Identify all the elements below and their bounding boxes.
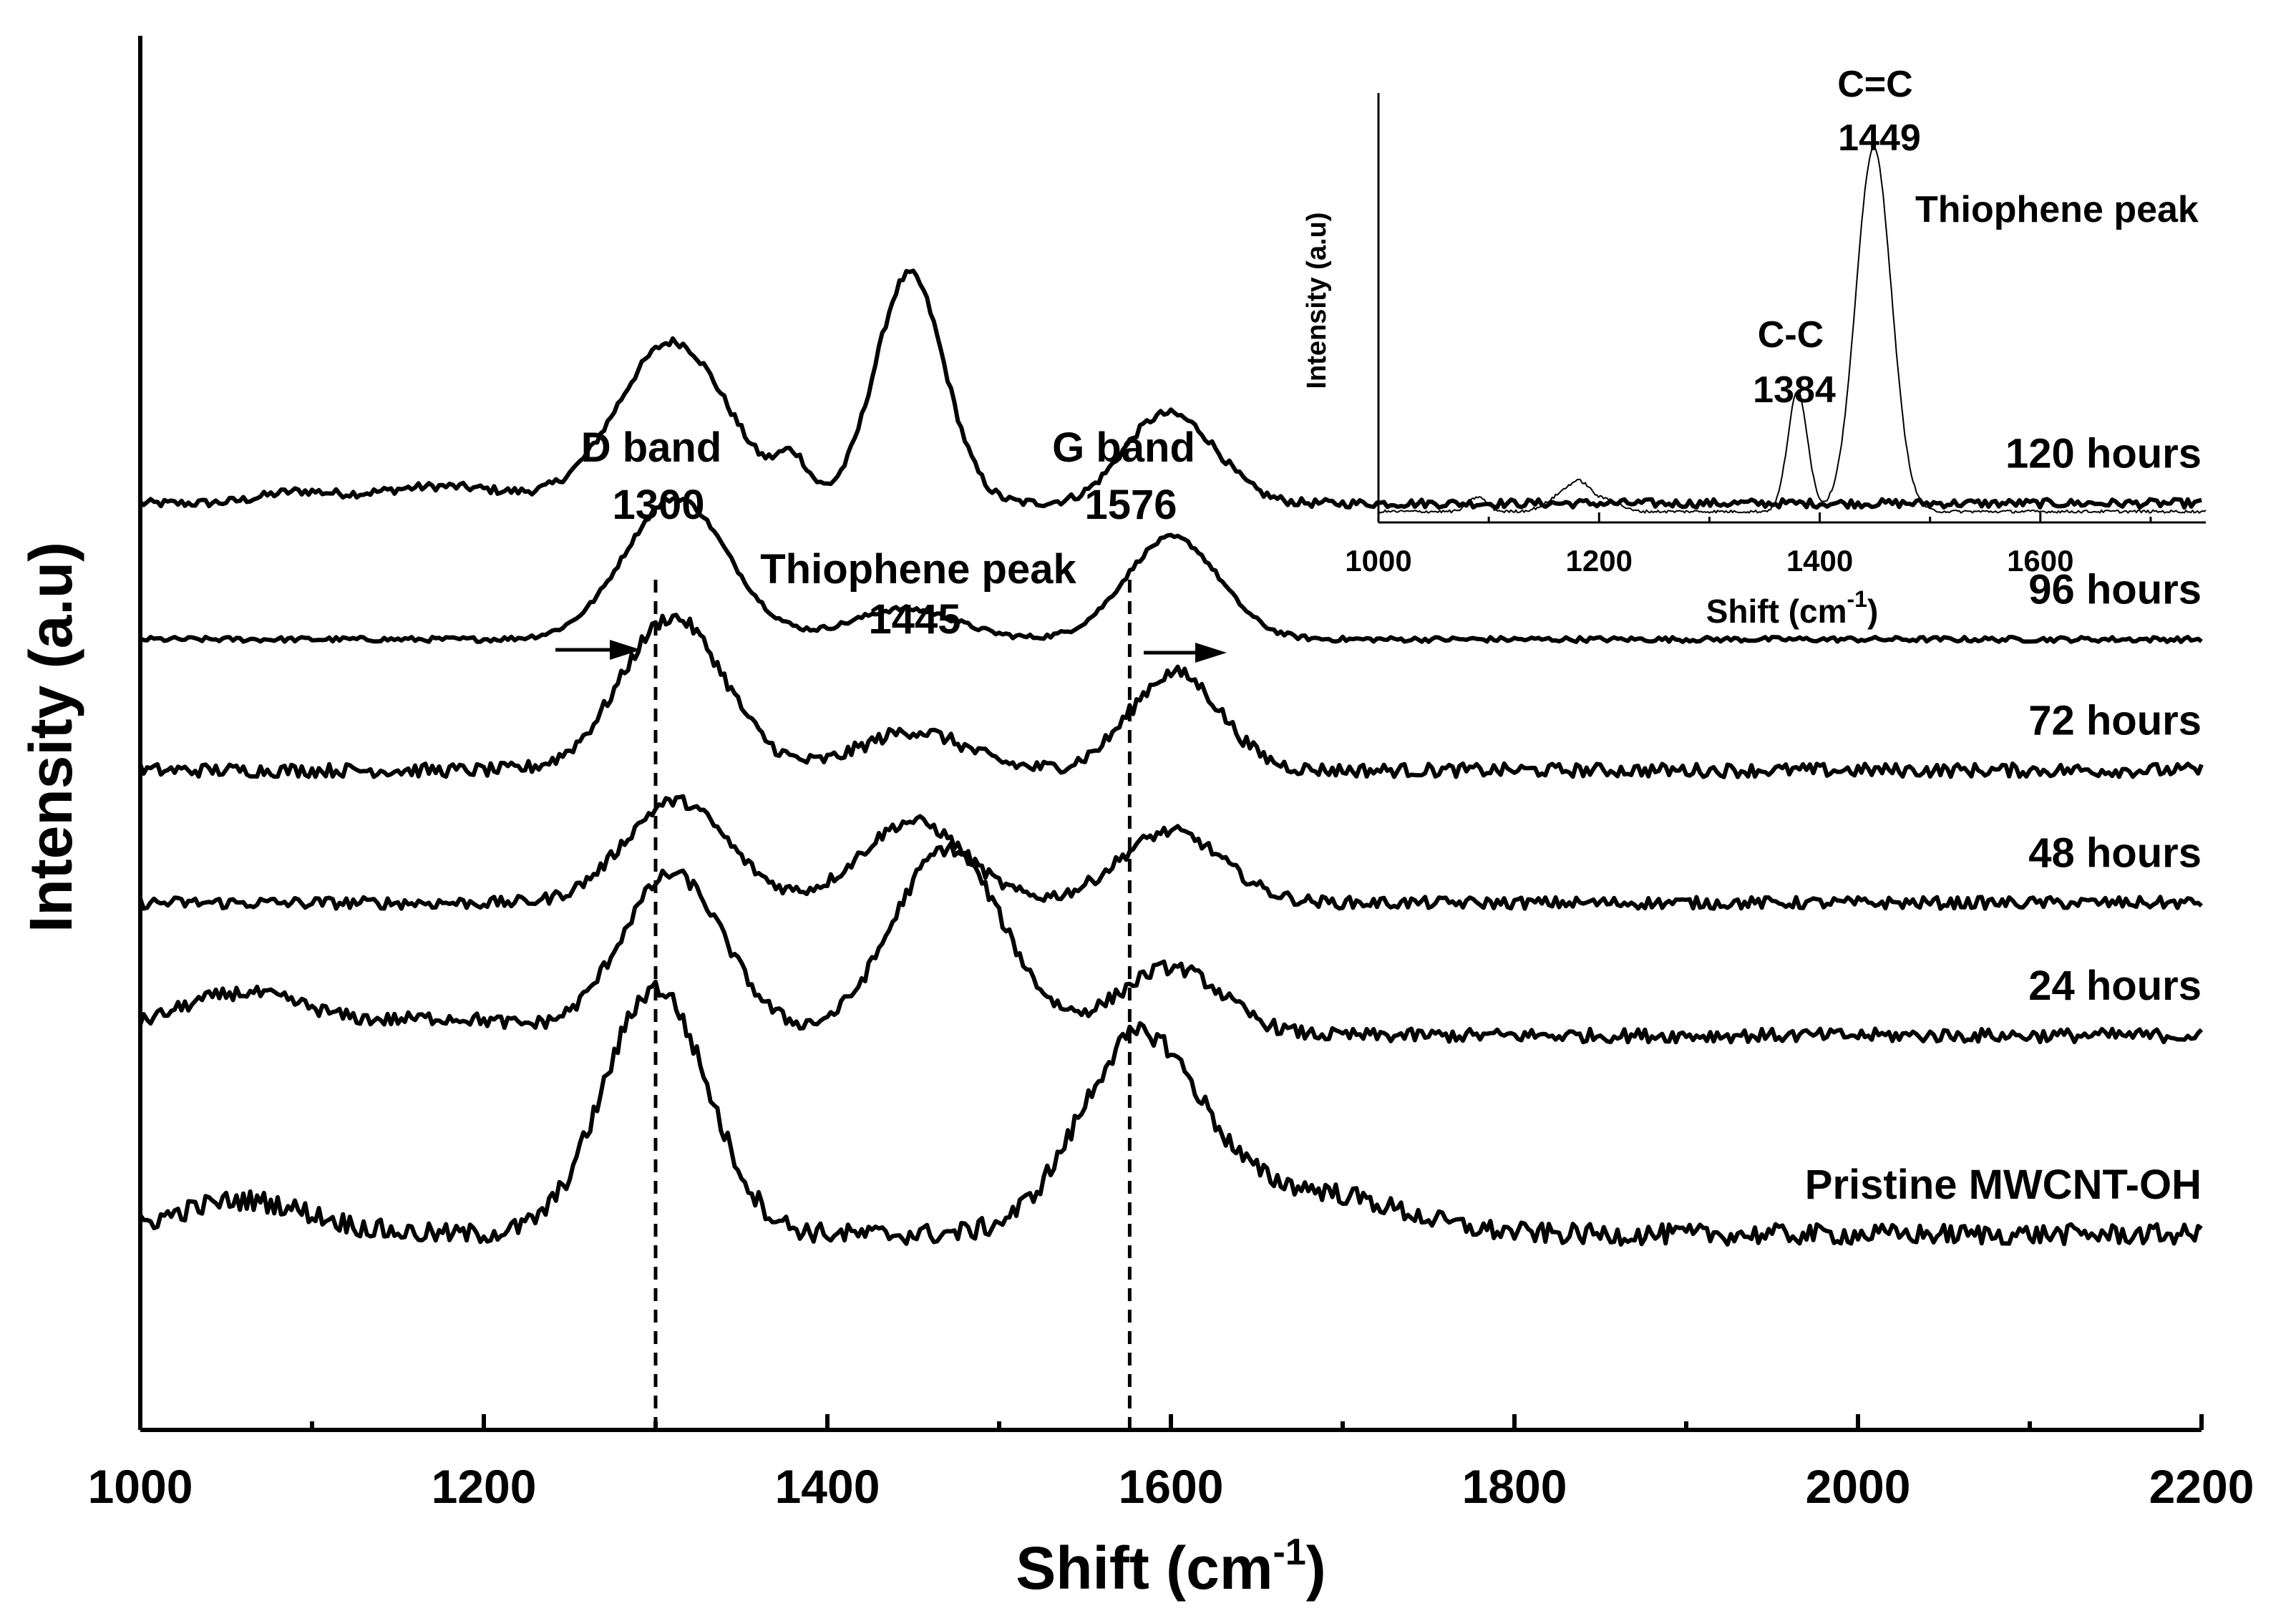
g-band-arrow xyxy=(1144,643,1227,663)
series-label: Pristine MWCNT-OH xyxy=(1805,1162,2202,1208)
g-band-label: G band xyxy=(1052,424,1195,471)
series-line-4 xyxy=(138,841,2204,1045)
series-labels: 120 hours 96 hours 72 hours 48 hours 24 hour… xyxy=(1805,430,2202,1208)
series-label: 48 hours xyxy=(2028,830,2202,877)
x-tick-label: 1200 xyxy=(432,1460,537,1513)
series-line-1 xyxy=(139,495,2203,644)
x-tick-label: 1600 xyxy=(1119,1460,1224,1513)
d-band-annotation: D band 1300 xyxy=(581,424,722,528)
series-label: 72 hours xyxy=(2028,697,2202,744)
series-label: 96 hours xyxy=(2028,566,2202,613)
thiophene-annotation: Thiophene peak 1445 xyxy=(760,546,1076,643)
inset-y-axis-title: Intensity (a.u) xyxy=(1302,212,1332,389)
x-tick-label: 2000 xyxy=(1806,1460,1911,1513)
g-band-annotation: G band 1576 xyxy=(1052,424,1195,528)
d-band-arrow xyxy=(555,640,641,660)
x-tick-label: 1000 xyxy=(88,1460,193,1513)
series-line-5 xyxy=(138,979,2203,1247)
inset-cc-double-value: 1449 xyxy=(1838,117,1921,159)
x-tick-label: 1800 xyxy=(1462,1460,1567,1513)
main-chart: 1000 1200 1400 1600 1800 2000 2200 120 hours 96… xyxy=(17,36,2254,1602)
series-label: 120 hours xyxy=(2005,430,2202,477)
x-axis-title: Shift (cm-1) xyxy=(1016,1532,1326,1602)
inset-series-line-0 xyxy=(1378,146,2207,514)
inset-chart: 1000 1200 1400 1600 Shift (cm-1) Intensity … xyxy=(1302,64,2207,630)
inset-x-tick-label: 1000 xyxy=(1345,544,1411,578)
inset-x-tick-label: 1200 xyxy=(1566,544,1633,578)
inset-x-ticks: 1000 1200 1400 1600 xyxy=(1345,512,2152,578)
inset-x-axis-title: Shift (cm-1) xyxy=(1706,586,1879,630)
reference-lines xyxy=(653,580,1132,1430)
inset-cc-single-value: 1384 xyxy=(1753,369,1836,411)
inset-cc-single-label: C-C xyxy=(1758,314,1824,356)
series-line-3 xyxy=(138,794,2203,911)
x-tick-label: 1400 xyxy=(775,1460,880,1513)
d-band-value: 1300 xyxy=(612,482,704,528)
x-ticks: 1000 1200 1400 1600 1800 2000 2200 xyxy=(88,1414,2254,1513)
thiophene-label: Thiophene peak xyxy=(760,546,1076,593)
series-group xyxy=(138,268,2204,1247)
inset-cc-double-label: C=C xyxy=(1837,64,1912,105)
thiophene-value: 1445 xyxy=(868,596,960,643)
series-line-2 xyxy=(138,613,2204,779)
inset-series-group xyxy=(1378,146,2207,514)
inset-x-tick-label: 1400 xyxy=(1786,544,1853,578)
series-line-0 xyxy=(139,268,2202,510)
series-label: 24 hours xyxy=(2028,963,2202,1009)
d-band-label: D band xyxy=(581,424,722,471)
inset-thiophene-label: Thiophene peak xyxy=(1915,189,2199,230)
inset-x-tick-label: 1600 xyxy=(2007,544,2073,578)
y-axis-title: Intensity (a.u) xyxy=(17,542,84,933)
x-tick-label: 2200 xyxy=(2149,1460,2254,1513)
g-band-value: 1576 xyxy=(1084,482,1177,528)
